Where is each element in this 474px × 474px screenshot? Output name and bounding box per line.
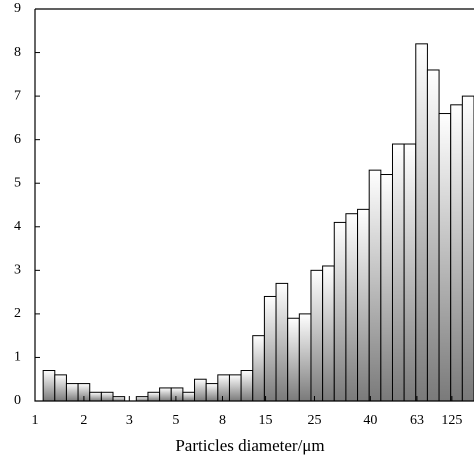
bar bbox=[380, 174, 393, 402]
bar bbox=[310, 269, 324, 402]
y-tick-label: 1 bbox=[14, 350, 21, 365]
bar bbox=[205, 383, 219, 402]
bar bbox=[438, 113, 452, 402]
bar bbox=[159, 387, 172, 402]
x-tick-label: 5 bbox=[172, 413, 179, 428]
bar bbox=[170, 387, 184, 402]
bar bbox=[54, 374, 67, 402]
y-tick-label: 0 bbox=[14, 393, 21, 408]
y-tick-label: 7 bbox=[14, 88, 21, 103]
x-tick-label: 3 bbox=[126, 413, 133, 428]
bar bbox=[112, 396, 126, 402]
bar bbox=[357, 208, 370, 402]
x-tick-label: 8 bbox=[219, 413, 226, 428]
bar bbox=[65, 383, 79, 402]
bar bbox=[298, 313, 312, 402]
bar bbox=[194, 378, 207, 402]
x-tick-label: 15 bbox=[259, 413, 273, 428]
x-tick-label: 25 bbox=[307, 413, 321, 428]
y-tick-label: 6 bbox=[14, 132, 21, 147]
x-tick-label: 2 bbox=[80, 413, 87, 428]
bar bbox=[42, 370, 56, 402]
y-tick-label: 5 bbox=[14, 175, 21, 190]
bar bbox=[182, 391, 196, 402]
bar bbox=[135, 396, 149, 402]
bar bbox=[228, 374, 242, 402]
y-tick-label: 3 bbox=[14, 263, 21, 278]
x-tick-label: 1 bbox=[32, 413, 39, 428]
bar bbox=[368, 169, 382, 402]
bar bbox=[89, 391, 102, 402]
bar bbox=[287, 317, 300, 402]
bar bbox=[263, 295, 277, 402]
bar bbox=[426, 69, 440, 402]
bar bbox=[100, 391, 114, 402]
x-tick-label: 63 bbox=[410, 413, 424, 428]
bar bbox=[333, 221, 347, 402]
bar bbox=[450, 104, 463, 402]
bar bbox=[415, 43, 428, 402]
bar bbox=[403, 143, 417, 402]
y-tick-label: 9 bbox=[14, 1, 21, 16]
x-axis-title: Particles diameter/μm bbox=[175, 436, 324, 455]
y-tick-label: 8 bbox=[14, 45, 21, 60]
bar bbox=[275, 282, 289, 402]
bar bbox=[252, 335, 265, 402]
bar bbox=[391, 143, 405, 402]
bar bbox=[345, 213, 359, 402]
bar bbox=[240, 370, 254, 402]
x-tick-label: 40 bbox=[363, 413, 377, 428]
bar bbox=[322, 265, 335, 402]
bar bbox=[461, 95, 474, 402]
y-tick-label: 4 bbox=[14, 219, 21, 234]
bar bbox=[147, 391, 161, 402]
x-tick-label: 125 bbox=[441, 413, 462, 428]
bar bbox=[217, 374, 230, 402]
y-tick-label: 2 bbox=[14, 306, 21, 321]
